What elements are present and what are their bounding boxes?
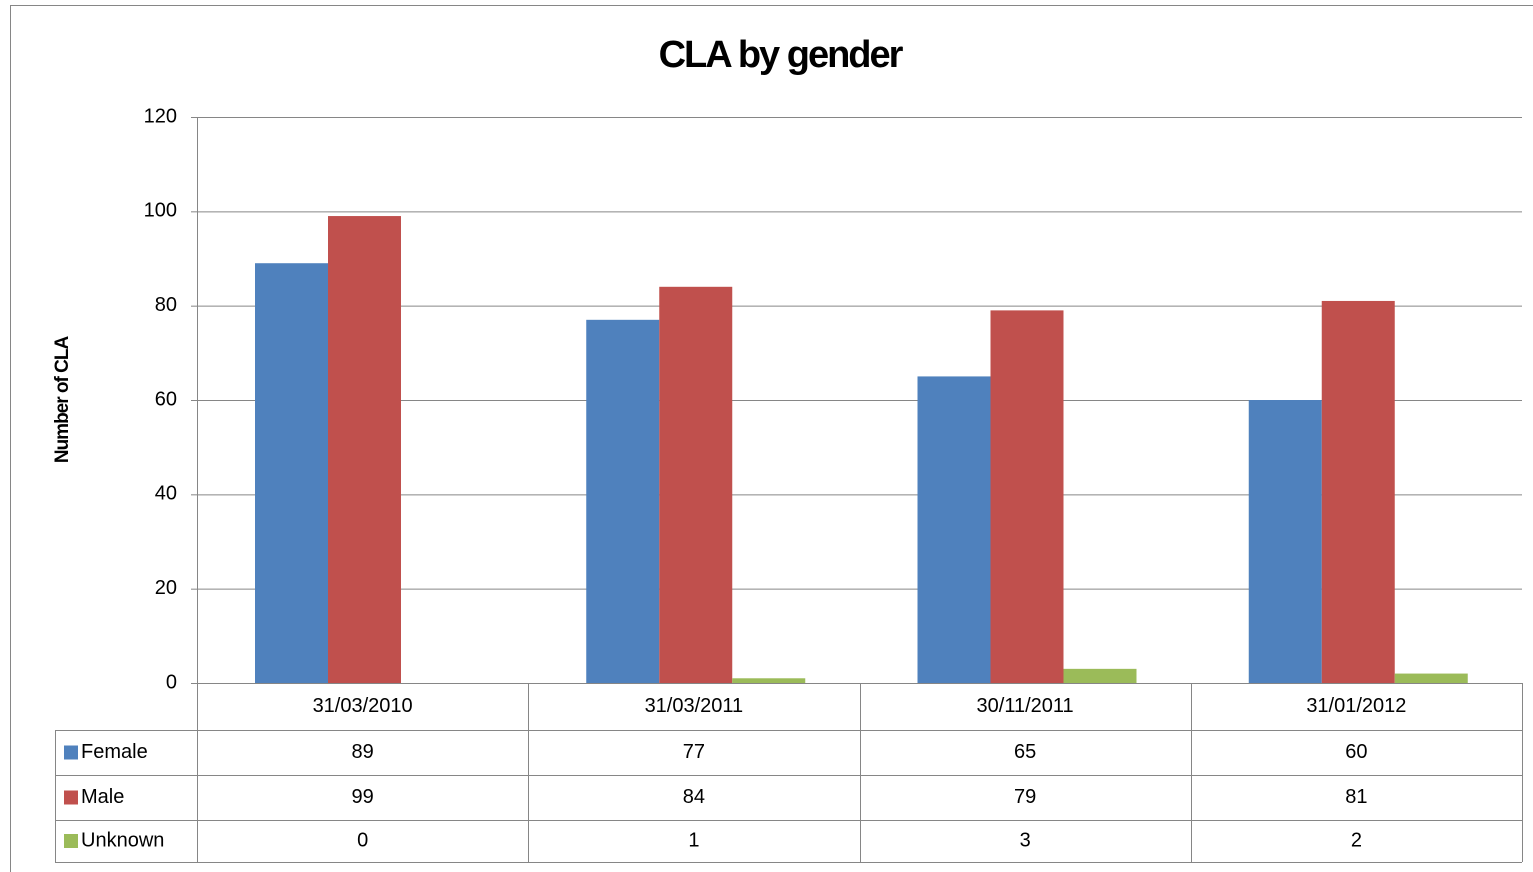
table-value: 81 <box>1345 786 1367 808</box>
bar <box>586 319 660 683</box>
bar <box>1394 673 1468 683</box>
legend-key <box>64 790 78 805</box>
y-axis-label: Number of CLA <box>52 336 73 464</box>
bar <box>990 310 1064 683</box>
table-value: 84 <box>683 786 705 808</box>
table-value: 65 <box>1014 741 1036 763</box>
legend-label: Unknown <box>81 829 164 851</box>
legend-label: Male <box>81 786 124 808</box>
bar <box>1063 668 1137 683</box>
x-tick-label: 31/01/2012 <box>1306 695 1406 717</box>
y-tick-label: 80 <box>155 294 177 316</box>
x-tick-label: 30/11/2011 <box>977 695 1074 717</box>
bar <box>1248 400 1322 683</box>
table-value: 60 <box>1345 741 1367 763</box>
y-tick-label: 40 <box>155 483 177 505</box>
bar <box>255 263 328 683</box>
table-value: 99 <box>352 786 374 808</box>
bar <box>659 286 733 683</box>
table-value: 2 <box>1351 829 1362 851</box>
bar <box>1321 300 1395 683</box>
chart-title: CLA by gender <box>659 34 904 76</box>
table-value: 1 <box>688 829 699 851</box>
table-value: 89 <box>352 741 374 763</box>
table-value: 79 <box>1014 786 1036 808</box>
table-value: 3 <box>1020 829 1031 851</box>
bar <box>328 216 401 684</box>
y-tick-label: 20 <box>155 577 177 599</box>
x-tick-label: 31/03/2011 <box>645 695 744 717</box>
bar <box>917 376 991 683</box>
legend-label: Female <box>81 741 148 763</box>
y-tick-label: 100 <box>144 200 177 222</box>
y-tick-label: 0 <box>166 671 177 693</box>
bar <box>732 678 806 683</box>
x-tick-label: 31/03/2010 <box>313 695 413 717</box>
table-value: 0 <box>357 829 368 851</box>
y-tick-label: 60 <box>155 388 177 410</box>
legend-key <box>64 834 78 848</box>
y-tick-label: 120 <box>144 105 177 127</box>
legend-key <box>64 745 78 760</box>
table-value: 77 <box>683 741 705 763</box>
